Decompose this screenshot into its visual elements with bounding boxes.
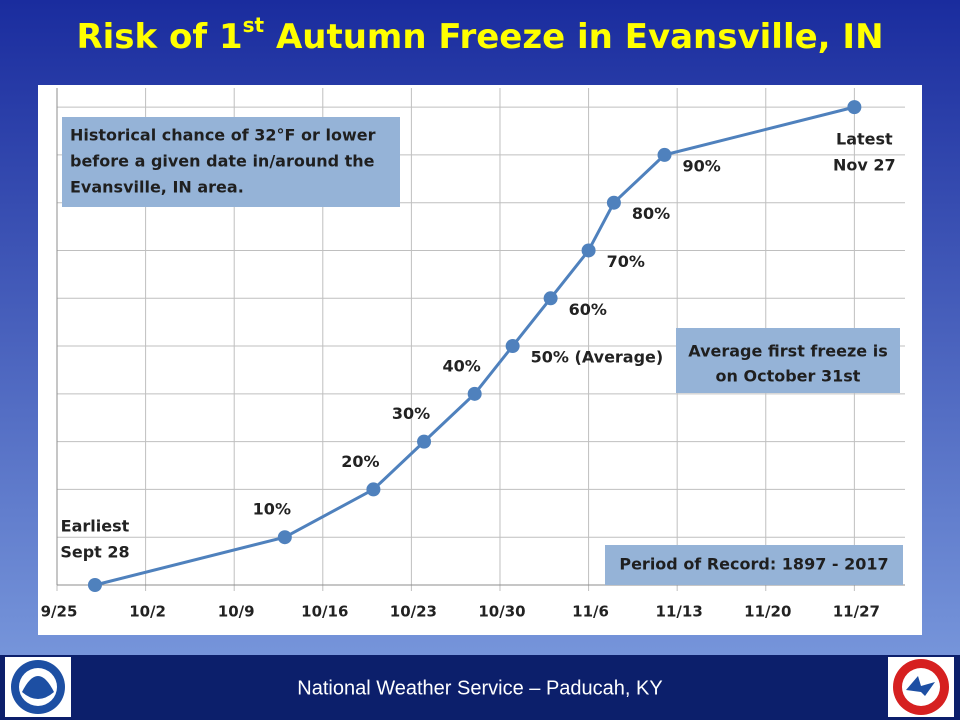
data-point (467, 386, 482, 401)
data-point (505, 339, 520, 354)
note-text: before a given date in/around the (70, 152, 375, 171)
data-label: 30% (392, 404, 430, 423)
annotation: Nov 27 (833, 156, 896, 175)
slide-title: Risk of 1st Autumn Freeze in Evansville,… (76, 13, 883, 57)
data-label: 80% (632, 204, 670, 223)
note-box (676, 328, 900, 393)
x-tick-label: 10/16 (301, 603, 348, 621)
data-label: 10% (253, 500, 291, 519)
title-part: Autumn Freeze in Evansville, IN (264, 17, 883, 57)
x-tick-label: 11/6 (572, 603, 609, 621)
annotation: Latest (836, 130, 893, 149)
data-point (606, 195, 621, 210)
note-text: Evansville, IN area. (70, 178, 244, 197)
x-tick-label: 10/30 (478, 603, 525, 621)
note-text: Average first freeze is (688, 342, 887, 361)
note-text: Period of Record: 1897 - 2017 (619, 555, 888, 574)
x-tick-label: 9/25 (41, 603, 78, 621)
data-point (277, 530, 292, 545)
annotation: Sept 28 (60, 543, 129, 562)
data-point (581, 243, 596, 258)
x-tick-label: 10/23 (390, 603, 437, 621)
marks: Historical chance of 32°F or lower before… (60, 100, 903, 592)
title-superscript: st (243, 13, 265, 37)
data-point (417, 434, 432, 449)
x-tick-label: 10/9 (218, 603, 255, 621)
data-label: 20% (341, 452, 379, 471)
data-point (366, 482, 381, 497)
note-box (605, 545, 903, 585)
data-point (847, 100, 862, 115)
data-point (657, 147, 672, 162)
note-text: Historical chance of 32°F or lower (70, 126, 376, 145)
data-label: 60% (569, 300, 607, 319)
x-tick-label: 11/20 (744, 603, 791, 621)
nws-logo (888, 657, 954, 717)
data-label: 70% (607, 252, 645, 271)
data-point (87, 578, 102, 592)
data-point (543, 291, 558, 306)
data-label: 40% (443, 356, 481, 375)
data-label: 50% (Average) (531, 348, 664, 367)
footer-text: National Weather Service – Paducah, KY (297, 677, 662, 699)
footer-band (0, 655, 960, 720)
annotation: Earliest (61, 517, 130, 536)
noaa-logo (5, 657, 71, 717)
data-label: 90% (683, 156, 721, 175)
note-box (62, 117, 400, 207)
x-tick-label: 10/2 (129, 603, 166, 621)
note-text: on October 31st (716, 367, 861, 386)
x-tick-label: 11/13 (656, 603, 703, 621)
x-tick-label: 11/27 (833, 603, 880, 621)
title-part: Risk of 1 (76, 17, 242, 57)
